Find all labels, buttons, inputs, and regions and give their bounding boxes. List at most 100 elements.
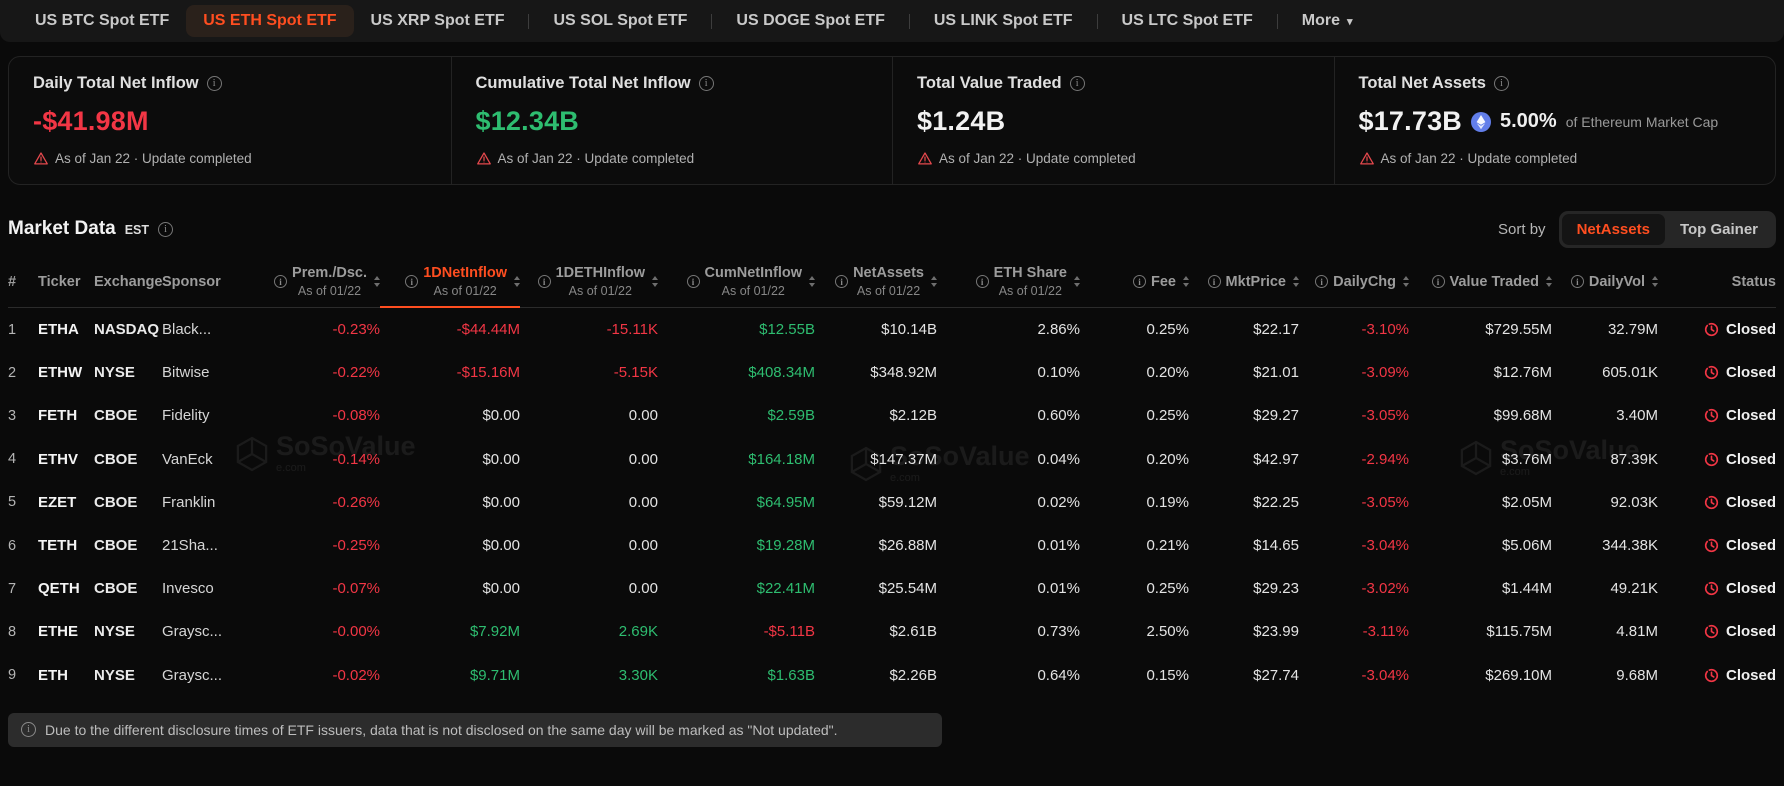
column-header-netassets[interactable]: NetAssets As of 01/22 <box>815 255 937 307</box>
tab-us-eth-spot-etf[interactable]: US ETH Spot ETF <box>186 5 354 37</box>
info-icon[interactable] <box>158 221 174 237</box>
info-icon[interactable] <box>1207 275 1221 288</box>
stat-card-title-row: Cumulative Total Net Inflow <box>476 74 869 93</box>
cuminflow-cell: $19.28M <box>756 537 815 555</box>
info-icon[interactable] <box>274 275 288 288</box>
column-header-valuetraded[interactable]: Value Traded <box>1409 255 1552 307</box>
info-icon[interactable] <box>686 275 700 288</box>
num-cell: 7 <box>8 580 17 597</box>
column-label-block: Value Traded <box>1450 274 1539 290</box>
dailychg-cell: -3.09% <box>1361 364 1409 382</box>
table-row-ezet[interactable]: 5 EZET CBOE Franklin -0.26% $0.00 0.00 $64.95M $… <box>8 481 1776 524</box>
mktprice-cell: $29.27 <box>1253 407 1299 425</box>
tab-more[interactable]: More ▾ <box>1285 5 1370 37</box>
tab-us-sol-spot-etf[interactable]: US SOL Spot ETF <box>536 5 704 37</box>
status-cell: Closed <box>1658 364 1776 381</box>
num-cell: 3 <box>8 407 17 424</box>
tab-us-doge-spot-etf[interactable]: US DOGE Spot ETF <box>719 5 901 37</box>
fee-cell: 0.19% <box>1146 493 1189 511</box>
fee-cell: 0.15% <box>1146 666 1189 684</box>
column-header-inflow1d[interactable]: 1DNetInflow As of 01/22 <box>380 255 520 308</box>
info-icon[interactable] <box>1069 76 1085 91</box>
info-icon[interactable] <box>405 275 419 288</box>
sort-option-top-gainer[interactable]: Top Gainer <box>1679 220 1758 238</box>
column-label: DailyVol <box>1588 273 1645 290</box>
info-icon[interactable] <box>1315 275 1329 288</box>
info-icon[interactable] <box>1493 76 1509 91</box>
status-cell: Closed <box>1658 667 1776 684</box>
table-row-ethv[interactable]: 4 ETHV CBOE VanEck -0.14% $0.00 0.00 $164.18M $1… <box>8 438 1776 481</box>
status-label: Closed <box>1725 493 1776 511</box>
tab-us-xrp-spot-etf[interactable]: US XRP Spot ETF <box>354 5 522 37</box>
prem-cell: -0.00% <box>332 623 380 641</box>
column-sublabel: As of 01/22 <box>297 284 362 298</box>
column-label-block: MktPrice <box>1226 274 1286 290</box>
info-icon[interactable] <box>698 76 714 91</box>
ethshare-cell: 0.10% <box>1037 364 1080 382</box>
status-label: Closed <box>1725 364 1776 382</box>
table-row-qeth[interactable]: 7 QETH CBOE Invesco -0.07% $0.00 0.00 $22.41M $2… <box>8 567 1776 610</box>
table-row-feth[interactable]: 3 FETH CBOE Fidelity -0.08% $0.00 0.00 $2.59B $2… <box>8 394 1776 437</box>
cuminflow-cell: $408.34M <box>748 364 815 382</box>
column-header-cuminflow[interactable]: CumNetInflow As of 01/22 <box>658 255 815 307</box>
info-icon[interactable] <box>537 275 551 288</box>
info-icon[interactable] <box>975 275 989 288</box>
netassets-cell: $2.61B <box>889 623 937 641</box>
sort-option-netassets[interactable]: NetAssets <box>1561 213 1665 245</box>
clock-icon <box>1704 322 1719 337</box>
stat-card-footnote: As of Jan 22 · Update completed <box>476 151 869 166</box>
prem-cell: -0.02% <box>332 666 380 684</box>
disclosure-note: Due to the different disclosure times of… <box>8 712 942 747</box>
column-header-dailychg[interactable]: DailyChg <box>1299 255 1409 307</box>
clock-icon <box>1704 668 1719 683</box>
exchange-cell: NASDAQ <box>94 321 160 339</box>
info-icon[interactable] <box>206 76 222 91</box>
clock-icon <box>1704 495 1719 510</box>
info-icon[interactable] <box>1133 275 1146 288</box>
table-row-ethw[interactable]: 2 ETHW NYSE Bitwise -0.22% -$15.16M -5.15K $408… <box>8 351 1776 394</box>
tab-us-btc-spot-etf[interactable]: US BTC Spot ETF <box>18 5 186 37</box>
exchange-cell: CBOE <box>94 450 138 468</box>
tab-label: US XRP Spot ETF <box>370 12 505 29</box>
ethshare-cell: 0.01% <box>1037 537 1080 555</box>
column-sublabel: As of 01/22 <box>998 284 1062 298</box>
tab-us-ltc-spot-etf[interactable]: US LTC Spot ETF <box>1105 5 1270 37</box>
column-header-prem[interactable]: Prem./Dsc. As of 01/22 <box>248 255 380 307</box>
column-header-ethshare[interactable]: ETH Share As of 01/22 <box>937 255 1080 307</box>
sort-by-label: Sort by <box>1498 220 1546 238</box>
cuminflow-cell: $164.18M <box>748 450 815 468</box>
ethinflow1d-cell: 2.69K <box>618 623 658 641</box>
netassets-cell: $147.37M <box>870 450 937 468</box>
ethinflow1d-cell: -5.15K <box>613 364 658 382</box>
column-header-fee[interactable]: Fee <box>1080 255 1189 307</box>
info-icon[interactable] <box>1570 275 1584 288</box>
column-header-ethinflow1d[interactable]: 1DETHInflow As of 01/22 <box>520 255 658 307</box>
summary-stat-cards: Daily Total Net Inflow -$41.98M As of Jan … <box>8 56 1776 185</box>
stat-card-title-row: Daily Total Net Inflow <box>33 74 427 93</box>
stat-card-value: $17.73B <box>1358 106 1462 136</box>
num-cell: 1 <box>8 321 17 338</box>
sort-icon <box>1183 276 1189 287</box>
column-label-block: DailyChg <box>1333 274 1396 290</box>
column-header-dailyvol[interactable]: DailyVol <box>1552 255 1658 307</box>
netassets-cell: $25.54M <box>878 580 937 598</box>
dailyvol-cell: 344.38K <box>1602 537 1658 555</box>
column-header-num: # <box>8 255 38 307</box>
info-icon[interactable] <box>1431 275 1445 288</box>
ticker-cell: ETHA <box>38 321 79 339</box>
eth-market-cap-suffix: of Ethereum Market Cap <box>1565 113 1719 130</box>
table-row-ethe[interactable]: 8 ETHE NYSE Graysc... -0.00% $7.92M 2.69K -$5.1… <box>8 610 1776 653</box>
table-row-etha[interactable]: 1 ETHA NASDAQ Black... -0.23% -$44.44M -15.11K… <box>8 308 1776 351</box>
tab-us-link-spot-etf[interactable]: US LINK Spot ETF <box>917 5 1090 37</box>
fee-cell: 0.25% <box>1146 407 1189 425</box>
stat-card-title: Daily Total Net Inflow <box>33 74 199 92</box>
inflow1d-cell: $0.00 <box>482 580 520 598</box>
info-icon[interactable] <box>835 275 849 288</box>
column-header-mktprice[interactable]: MktPrice <box>1189 255 1299 307</box>
cuminflow-cell: $64.95M <box>756 493 815 511</box>
netassets-cell: $2.26B <box>889 666 937 684</box>
ethshare-cell: 0.73% <box>1037 623 1080 641</box>
status-cell: Closed <box>1658 494 1776 511</box>
table-row-teth[interactable]: 6 TETH CBOE 21Sha... -0.25% $0.00 0.00 $19.28M $… <box>8 524 1776 567</box>
table-row-eth[interactable]: 9 ETH NYSE Graysc... -0.02% $9.71M 3.30K $1.63B… <box>8 654 1776 697</box>
